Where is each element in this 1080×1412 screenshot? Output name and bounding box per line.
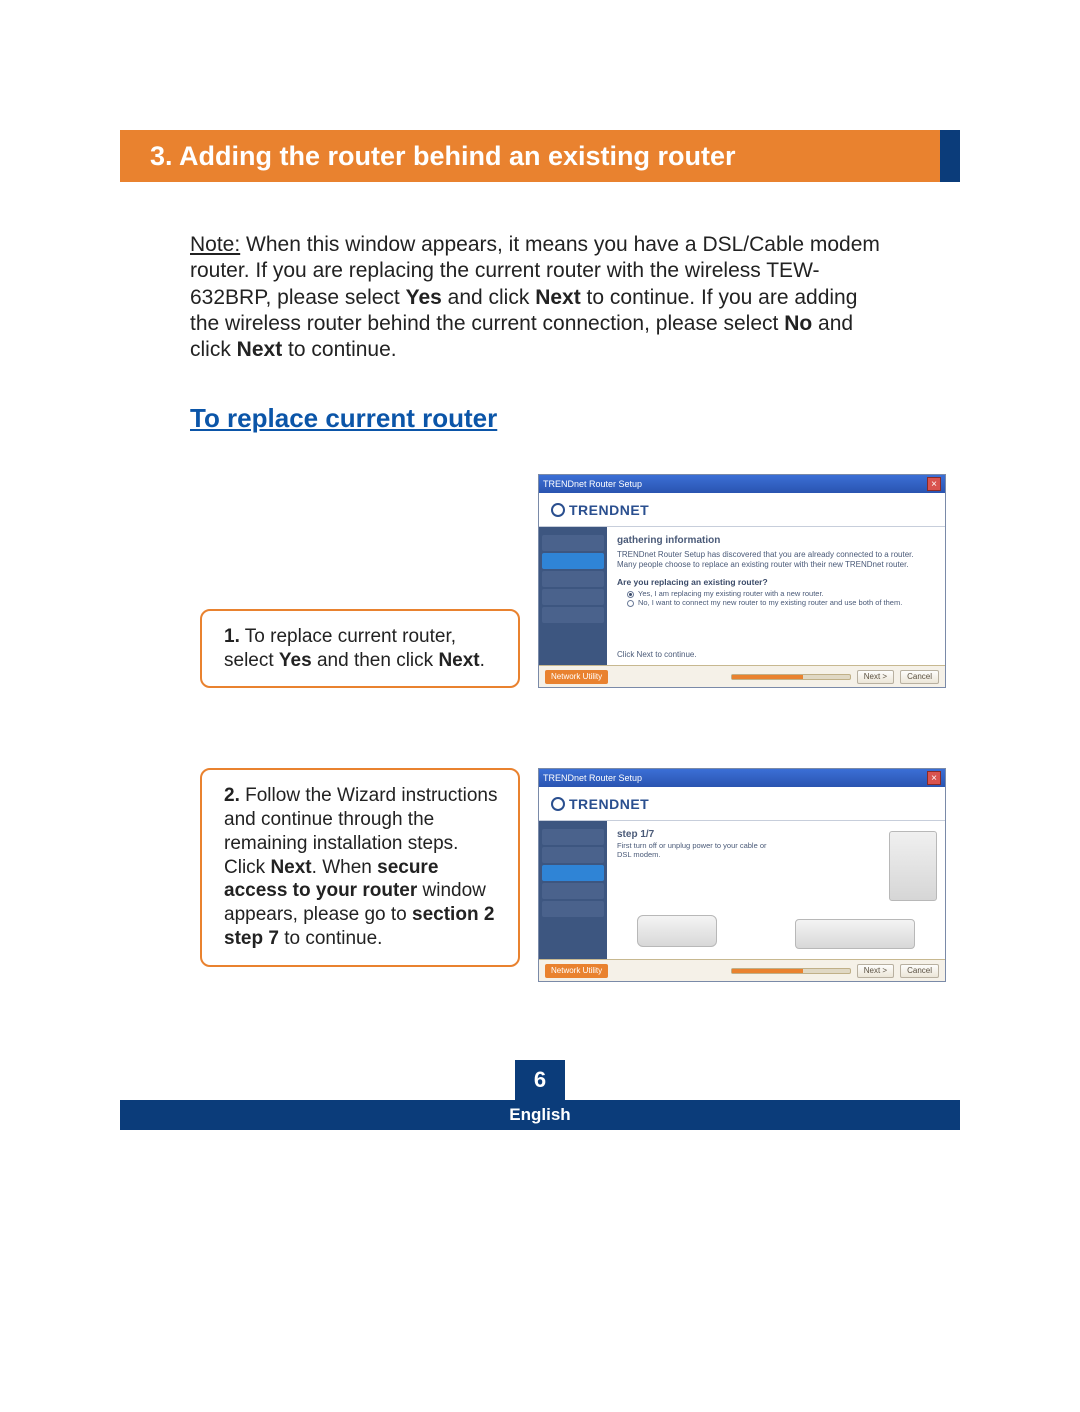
wiz-side-item[interactable] (542, 847, 604, 863)
wizard-screenshot-2: TRENDnet Router Setup × TRENDNET (538, 768, 946, 982)
title-accent (940, 130, 960, 182)
note-bold-no: No (784, 312, 812, 335)
wizard2-footer-left: Network Utility (545, 964, 608, 978)
section-title-bar: 3. Adding the router behind an existing … (120, 130, 960, 182)
note-label: Note: (190, 233, 240, 256)
wizard2-titlebar: TRENDnet Router Setup × (539, 769, 945, 787)
pc-tower-illustration (889, 831, 937, 901)
page-footer: 6 English (120, 1060, 960, 1130)
trendnet-logo: TRENDNET (551, 796, 649, 812)
wizard1-sidebar (539, 527, 607, 665)
wizard2-progress (731, 968, 851, 974)
brand-text: TRENDNET (569, 796, 649, 812)
wizard2-step-sub: First turn off or unplug power to your c… (617, 842, 767, 859)
wizard2-progress-fill (732, 969, 803, 973)
wizard1-progress-fill (732, 675, 803, 679)
step-row-2: 2. Follow the Wizard instructions and co… (200, 768, 950, 982)
network-utility-badge[interactable]: Network Utility (545, 964, 608, 978)
step-2-part-6: to continue. (279, 928, 383, 949)
modem-illustration (637, 915, 717, 947)
step-row-1: 1. To replace current router, select Yes… (200, 474, 950, 688)
next-button[interactable]: Next > (857, 964, 894, 978)
wizard2-logo-band: TRENDNET (539, 787, 945, 821)
wizard1-footer: Network Utility Next > Cancel (539, 665, 945, 687)
step-1-part-4: . (480, 650, 485, 671)
wizard1-radio-list: Yes, I am replacing my existing router w… (627, 590, 935, 607)
close-icon[interactable]: × (927, 771, 941, 785)
step-1-text: 1. To replace current router, select Yes… (200, 609, 520, 689)
page-number: 6 (515, 1060, 565, 1100)
globe-icon (551, 797, 565, 811)
radio-no-row[interactable]: No, I want to connect my new router to m… (627, 599, 935, 608)
network-utility-badge[interactable]: Network Utility (545, 670, 608, 684)
wizard2-content: step 1/7 First turn off or unplug power … (607, 821, 945, 959)
trendnet-logo: TRENDNET (551, 502, 649, 518)
brand-text: TRENDNET (569, 502, 649, 518)
wizard1-logo-band: TRENDNET (539, 493, 945, 527)
wiz-side-item[interactable] (542, 607, 604, 623)
wizard-screenshot-1: TRENDnet Router Setup × TRENDNET (538, 474, 946, 688)
note-text-2: and click (442, 286, 535, 309)
wizard2-step-title-text: step 1/7 (617, 829, 654, 840)
wiz-side-item[interactable] (542, 589, 604, 605)
cancel-button[interactable]: Cancel (900, 964, 939, 978)
note-paragraph: Note: When this window appears, it means… (190, 232, 890, 363)
page-number-wrap: 6 (120, 1060, 960, 1100)
subsection-heading: To replace current router (190, 403, 1080, 434)
step-1-bold-next: Next (438, 650, 479, 671)
radio-no-label: No, I want to connect my new router to m… (638, 599, 902, 608)
wizard1-footer-left: Network Utility (545, 670, 608, 684)
wizard1-progress (731, 674, 851, 680)
cancel-button[interactable]: Cancel (900, 670, 939, 684)
wizard2-title-text: TRENDnet Router Setup (543, 773, 642, 783)
note-text-8: to continue. (282, 338, 396, 361)
wiz-side-item[interactable] (542, 901, 604, 917)
wizard1-footer-right: Next > Cancel (731, 670, 939, 684)
wizard2-body: step 1/7 First turn off or unplug power … (539, 821, 945, 959)
wizard1-titlebar: TRENDnet Router Setup × (539, 475, 945, 493)
wiz-side-item[interactable] (542, 883, 604, 899)
wizard2-sidebar (539, 821, 607, 959)
close-icon[interactable]: × (927, 477, 941, 491)
wizard1-content-title: gathering information (617, 535, 935, 546)
wizard1-question: Are you replacing an existing router? (617, 577, 935, 587)
wizard1-content: gathering information TRENDnet Router Se… (607, 527, 945, 665)
next-button[interactable]: Next > (857, 670, 894, 684)
wiz-side-item-active[interactable] (542, 865, 604, 881)
wizard1-title-text: TRENDnet Router Setup (543, 479, 642, 489)
note-bold-next2: Next (237, 338, 283, 361)
step-2-number: 2. (224, 785, 240, 806)
wiz-side-item[interactable] (542, 829, 604, 845)
wizard2-step-title: step 1/7 (617, 829, 935, 840)
step-2-bold-next: Next (270, 857, 311, 878)
radio-icon[interactable] (627, 600, 634, 607)
wizard1-click-next: Click Next to continue. (617, 650, 697, 659)
step-1-part-2: and then click (312, 650, 439, 671)
globe-icon (551, 503, 565, 517)
wizard1-body: gathering information TRENDnet Router Se… (539, 527, 945, 665)
step-2-part-2: . When (312, 857, 377, 878)
wizard1-content-para: TRENDnet Router Setup has discovered tha… (617, 550, 935, 569)
wizard2-footer-right: Next > Cancel (731, 964, 939, 978)
router-illustration (795, 919, 915, 949)
note-bold-yes: Yes (406, 286, 442, 309)
wizard2-footer: Network Utility Next > Cancel (539, 959, 945, 981)
section-title: 3. Adding the router behind an existing … (120, 130, 940, 182)
step-2-text: 2. Follow the Wizard instructions and co… (200, 768, 520, 966)
radio-icon[interactable] (627, 591, 634, 598)
step-1-bold-yes: Yes (279, 650, 312, 671)
note-bold-next1: Next (535, 286, 581, 309)
wiz-side-item-active[interactable] (542, 553, 604, 569)
document-page: 3. Adding the router behind an existing … (0, 0, 1080, 1412)
wiz-side-item[interactable] (542, 535, 604, 551)
footer-language: English (120, 1100, 960, 1130)
step-1-number: 1. (224, 626, 240, 647)
wiz-side-item[interactable] (542, 571, 604, 587)
